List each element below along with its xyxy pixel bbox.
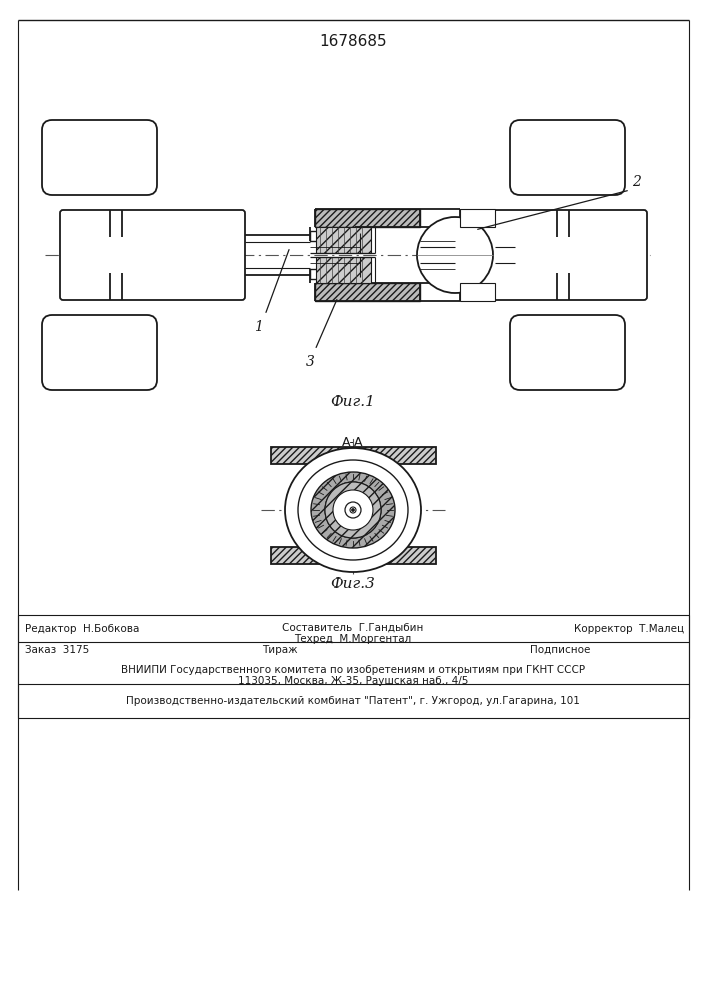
Circle shape bbox=[350, 507, 356, 513]
Text: 1678685: 1678685 bbox=[319, 34, 387, 49]
Text: Редактор  Н.Бобкова: Редактор Н.Бобкова bbox=[25, 624, 139, 634]
Text: Производственно-издательский комбинат "Патент", г. Ужгород, ул.Гагарина, 101: Производственно-издательский комбинат "П… bbox=[126, 696, 580, 706]
FancyBboxPatch shape bbox=[60, 210, 245, 300]
FancyBboxPatch shape bbox=[510, 120, 625, 195]
Bar bbox=[460, 209, 495, 227]
Text: Подписное: Подписное bbox=[530, 645, 590, 655]
Bar bbox=[310, 231, 324, 241]
Text: Тираж: Тираж bbox=[262, 645, 298, 655]
Bar bbox=[315, 209, 420, 227]
Bar bbox=[315, 283, 420, 301]
Ellipse shape bbox=[298, 460, 408, 560]
FancyBboxPatch shape bbox=[42, 315, 157, 390]
Circle shape bbox=[417, 217, 493, 293]
Bar bbox=[316, 227, 371, 253]
Bar bbox=[460, 283, 495, 301]
Ellipse shape bbox=[311, 472, 395, 548]
Bar bbox=[271, 447, 436, 464]
FancyBboxPatch shape bbox=[510, 315, 625, 390]
Text: 3: 3 bbox=[305, 355, 315, 369]
Text: 1: 1 bbox=[254, 320, 262, 334]
Circle shape bbox=[325, 482, 381, 538]
FancyBboxPatch shape bbox=[42, 120, 157, 195]
Text: Корректор  Т.Малец: Корректор Т.Малец bbox=[574, 624, 684, 634]
Text: Фиг.3: Фиг.3 bbox=[331, 577, 375, 591]
Circle shape bbox=[345, 502, 361, 518]
Bar bbox=[347, 464, 359, 472]
Text: А-А: А-А bbox=[342, 436, 363, 448]
FancyBboxPatch shape bbox=[462, 210, 647, 300]
Text: 113035, Москва, Ж-35, Раушская наб., 4/5: 113035, Москва, Ж-35, Раушская наб., 4/5 bbox=[238, 676, 468, 686]
Text: 2: 2 bbox=[633, 175, 641, 189]
Bar bbox=[310, 269, 324, 279]
Bar bbox=[271, 547, 436, 564]
Ellipse shape bbox=[285, 448, 421, 572]
Text: Фиг.1: Фиг.1 bbox=[331, 395, 375, 409]
Text: Заказ  3175: Заказ 3175 bbox=[25, 645, 89, 655]
Bar bbox=[347, 539, 359, 547]
Circle shape bbox=[351, 508, 354, 512]
Text: Составитель  Г.Гандыбин: Составитель Г.Гандыбин bbox=[282, 623, 423, 633]
Text: Техред  М.Моргентал: Техред М.Моргентал bbox=[294, 634, 411, 644]
Bar bbox=[316, 257, 371, 283]
Text: ВНИИПИ Государственного комитета по изобретениям и открытиям при ГКНТ СССР: ВНИИПИ Государственного комитета по изоб… bbox=[121, 665, 585, 675]
